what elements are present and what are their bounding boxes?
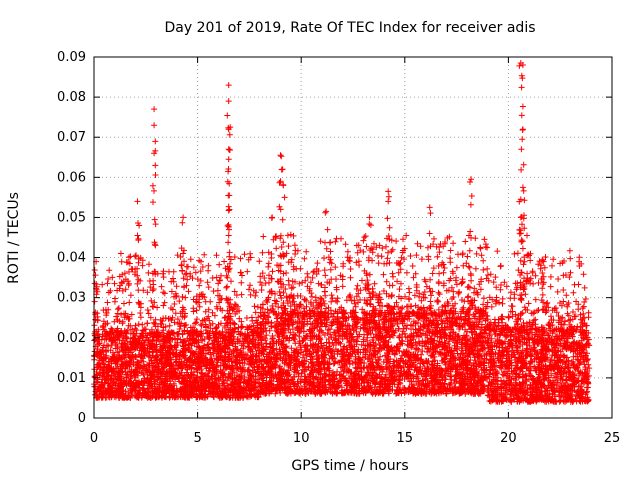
data-point <box>91 267 98 273</box>
data-points <box>91 60 593 405</box>
data-point <box>126 280 132 287</box>
data-point <box>173 283 180 290</box>
data-point <box>237 269 244 276</box>
data-point <box>256 258 263 265</box>
data-point <box>228 278 234 285</box>
data-point <box>180 275 187 282</box>
data-point <box>185 288 192 295</box>
data-point <box>216 261 223 268</box>
data-point <box>171 301 178 307</box>
data-point <box>185 263 191 270</box>
data-point <box>239 272 245 279</box>
data-point <box>144 307 151 313</box>
data-point <box>91 298 98 305</box>
data-point <box>166 322 173 329</box>
data-point <box>104 280 111 287</box>
data-point <box>160 302 167 309</box>
data-point <box>146 261 152 268</box>
data-point <box>396 334 403 341</box>
data-point <box>187 256 194 263</box>
data-point <box>251 303 258 310</box>
data-point <box>127 253 134 260</box>
data-point <box>176 298 183 305</box>
data-point <box>223 284 230 291</box>
data-point <box>247 250 254 257</box>
data-point <box>201 251 208 258</box>
data-point <box>115 305 122 312</box>
data-point <box>184 276 191 283</box>
data-point <box>263 340 270 347</box>
data-point <box>241 251 248 258</box>
data-point <box>112 295 119 302</box>
data-point <box>99 281 106 288</box>
data-point <box>145 269 152 276</box>
data-point <box>104 299 111 306</box>
data-point <box>151 320 158 327</box>
data-point <box>132 322 139 329</box>
data-point <box>127 292 134 299</box>
data-point <box>126 299 133 306</box>
data-point <box>139 262 146 269</box>
data-point <box>137 314 144 321</box>
data-point <box>246 286 252 293</box>
data-point <box>172 310 179 317</box>
data-point <box>204 279 211 286</box>
data-point <box>248 314 255 321</box>
data-point <box>170 268 177 275</box>
chart-title: Day 201 of 2019, Rate Of TEC Index for r… <box>164 20 535 36</box>
data-point <box>207 298 214 305</box>
data-point <box>137 310 144 316</box>
data-point <box>205 284 212 291</box>
data-point <box>247 291 254 298</box>
data-point <box>244 268 251 275</box>
data-point <box>221 258 228 265</box>
data-point <box>111 280 118 287</box>
data-point <box>114 310 121 317</box>
data-point <box>136 300 143 307</box>
data-point <box>210 288 217 295</box>
data-point <box>148 297 155 304</box>
data-point <box>161 299 168 306</box>
data-point <box>247 282 253 289</box>
data-point <box>158 283 165 290</box>
data-point <box>238 279 245 286</box>
data-point <box>106 267 113 274</box>
data-point <box>144 320 151 327</box>
data-point <box>237 255 244 262</box>
data-point <box>205 267 212 274</box>
data-point <box>196 303 203 310</box>
data-point <box>121 300 127 307</box>
data-point <box>121 270 128 277</box>
data-point <box>160 274 167 281</box>
data-point <box>239 323 246 330</box>
data-point <box>154 304 161 311</box>
